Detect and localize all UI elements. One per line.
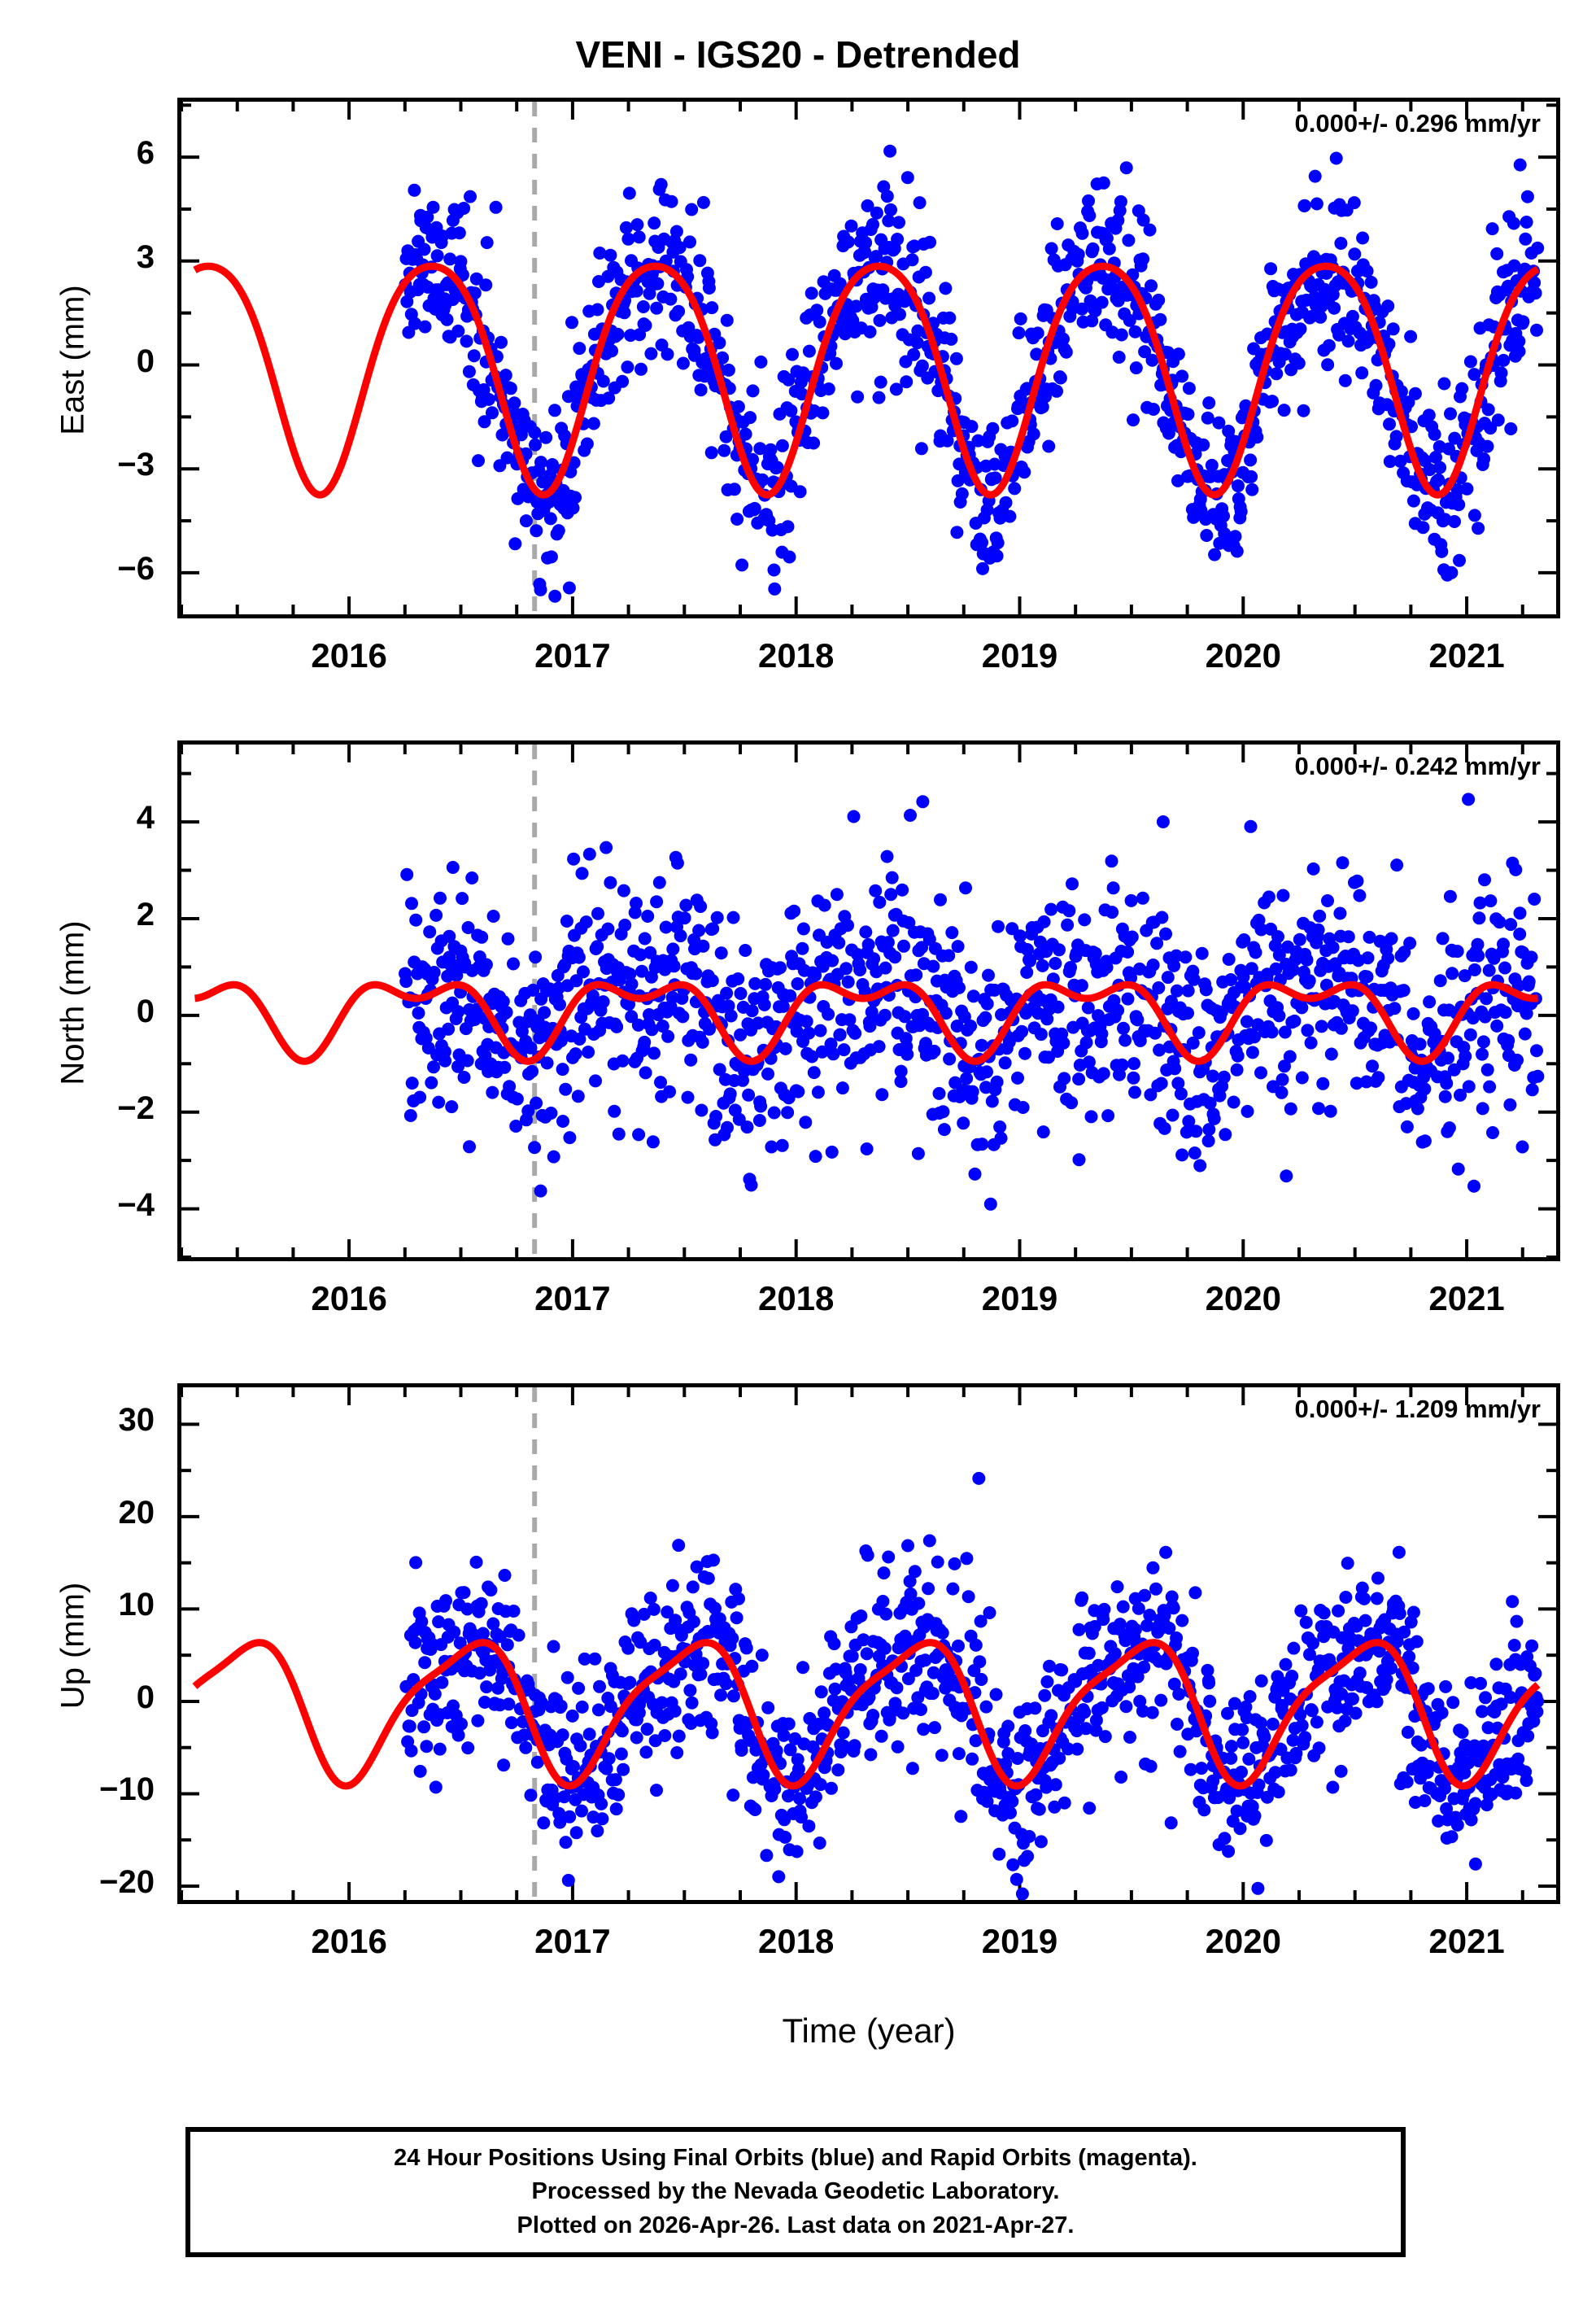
panel-east-rate-note: 0.000+/- 0.296 mm/yr xyxy=(1294,109,1541,138)
x-axis-label: Time (year) xyxy=(782,2011,956,2050)
panel-up-ytick-2: 10 xyxy=(118,1587,155,1623)
panel-east-xtick-0: 2016 xyxy=(311,636,387,675)
panel-east-xtick-3: 2019 xyxy=(981,636,1058,675)
panel-up: 0.000+/- 1.209 mm/yr xyxy=(177,1383,1560,1904)
panel-east-xtick-5: 2021 xyxy=(1428,636,1505,675)
panel-east-ytick-1: 3 xyxy=(136,238,155,275)
panel-north-ytick-0: 4 xyxy=(136,800,155,836)
panel-east-ytick-3: −3 xyxy=(117,447,155,483)
panel-up-rate-note: 0.000+/- 1.209 mm/yr xyxy=(1294,1395,1541,1423)
panel-up-xtick-2: 2018 xyxy=(757,1922,835,1960)
panel-up-ylabel: Up (mm) xyxy=(55,1582,91,1710)
panel-north-xtick-3: 2019 xyxy=(981,1279,1058,1317)
panel-up-xtick-3: 2019 xyxy=(981,1922,1058,1960)
panel-north-ytick-1: 2 xyxy=(136,896,155,932)
panel-north-ytick-2: 0 xyxy=(136,993,155,1029)
panel-north-rate-note: 0.000+/- 0.242 mm/yr xyxy=(1294,752,1541,780)
panel-north-xtick-2: 2018 xyxy=(757,1279,835,1317)
panel-north-ytick-4: −4 xyxy=(117,1186,155,1223)
caption-box: 24 Hour Positions Using Final Orbits (bl… xyxy=(185,2127,1406,2257)
caption-line-3: Plotted on 2026-Apr-26. Last data on 202… xyxy=(517,2212,1075,2238)
panel-east-xtick-2: 2018 xyxy=(757,636,835,675)
panel-north-xtick-4: 2020 xyxy=(1205,1279,1281,1317)
panel-up-ytick-1: 20 xyxy=(118,1494,155,1531)
panel-north-xtick-5: 2021 xyxy=(1428,1279,1505,1317)
panel-up-plot xyxy=(180,1387,1556,1901)
panel-east-xtick-4: 2020 xyxy=(1205,636,1281,675)
panel-east-ytick-4: −6 xyxy=(117,550,155,587)
panel-east: 0.000+/- 0.296 mm/yr xyxy=(177,98,1560,618)
panel-north-xtick-1: 2017 xyxy=(534,1279,611,1317)
panel-up-ytick-3: 0 xyxy=(136,1679,155,1715)
panel-up-xtick-4: 2020 xyxy=(1205,1922,1281,1960)
panel-east-ytick-0: 6 xyxy=(136,135,155,172)
panel-north: 0.000+/- 0.242 mm/yr xyxy=(177,740,1560,1261)
panel-up-ytick-5: −20 xyxy=(99,1863,155,1900)
panel-up-xtick-0: 2016 xyxy=(311,1922,387,1960)
panel-up-ytick-4: −10 xyxy=(99,1771,155,1808)
panel-east-xtick-1: 2017 xyxy=(534,636,611,675)
caption-line-1: 24 Hour Positions Using Final Orbits (bl… xyxy=(394,2145,1197,2172)
caption-line-2: Processed by the Nevada Geodetic Laborat… xyxy=(531,2178,1060,2205)
panel-up-xtick-5: 2021 xyxy=(1428,1922,1505,1960)
panel-north-ytick-3: −2 xyxy=(117,1090,155,1126)
panel-east-ytick-2: 0 xyxy=(136,343,155,379)
panel-east-frame xyxy=(177,98,1560,618)
panel-north-xtick-0: 2016 xyxy=(311,1279,387,1317)
page-title: VENI - IGS20 - Detrended xyxy=(575,33,1021,76)
panel-up-ytick-0: 30 xyxy=(118,1402,155,1439)
panel-east-plot xyxy=(180,102,1556,614)
panel-up-xtick-1: 2017 xyxy=(534,1922,611,1960)
panel-north-plot xyxy=(180,745,1556,1259)
